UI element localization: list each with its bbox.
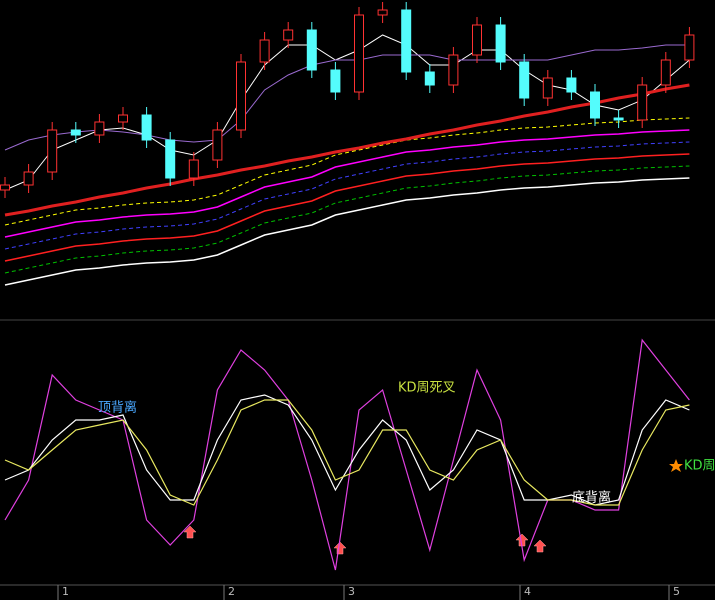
candle-body bbox=[354, 14, 364, 93]
candle-body bbox=[377, 9, 388, 16]
x-tick-label: 3 bbox=[348, 585, 355, 598]
candle-body bbox=[660, 59, 671, 86]
indicator-line bbox=[4, 153, 690, 262]
candle-body bbox=[424, 71, 435, 86]
indicator-line bbox=[4, 338, 690, 571]
annotation: KD周金 bbox=[684, 458, 715, 474]
candle-body bbox=[684, 34, 695, 61]
candle-body bbox=[94, 121, 105, 136]
indicator-line bbox=[4, 117, 690, 226]
indicator-line bbox=[4, 141, 690, 250]
candle-body bbox=[165, 139, 176, 179]
candle-body bbox=[306, 29, 317, 71]
indicator-line bbox=[4, 394, 690, 506]
candle-body bbox=[236, 61, 246, 131]
indicator-line bbox=[4, 44, 690, 151]
candle-body bbox=[283, 29, 294, 41]
candle-body bbox=[448, 54, 459, 86]
annotation: KD周死叉 bbox=[398, 381, 456, 396]
candle-body bbox=[188, 159, 199, 179]
candle-body bbox=[118, 114, 128, 123]
candle-body bbox=[590, 91, 600, 119]
candle-body bbox=[330, 69, 341, 93]
buy-arrow bbox=[333, 541, 347, 555]
candle-body bbox=[23, 171, 34, 186]
candle-body bbox=[212, 129, 223, 161]
indicator-line bbox=[4, 399, 690, 506]
candle-body bbox=[141, 114, 152, 141]
candle-body bbox=[259, 39, 270, 63]
candle-body bbox=[613, 117, 624, 121]
x-tick-label: 4 bbox=[524, 585, 531, 598]
candle-body bbox=[519, 61, 530, 99]
candle-body bbox=[472, 24, 482, 56]
star-icon bbox=[669, 459, 683, 472]
annotation: 底背离 bbox=[572, 490, 611, 506]
x-tick-label: 5 bbox=[673, 585, 680, 598]
candle-body bbox=[495, 24, 506, 63]
indicator-line bbox=[4, 129, 690, 238]
buy-arrow bbox=[533, 539, 547, 553]
candle-body bbox=[637, 84, 648, 121]
annotation: 顶背离 bbox=[98, 400, 137, 416]
candle-body bbox=[47, 129, 58, 173]
candle-body bbox=[0, 184, 10, 191]
buy-arrow bbox=[183, 525, 197, 539]
candle-body bbox=[542, 77, 553, 99]
indicator-line bbox=[4, 165, 690, 274]
candle-body bbox=[566, 77, 577, 93]
indicator-line bbox=[4, 177, 690, 286]
x-tick-label: 2 bbox=[228, 585, 235, 598]
indicator-line bbox=[4, 83, 690, 217]
candle-body bbox=[70, 129, 81, 136]
x-tick-label: 1 bbox=[62, 585, 69, 598]
candle-body bbox=[401, 9, 412, 73]
